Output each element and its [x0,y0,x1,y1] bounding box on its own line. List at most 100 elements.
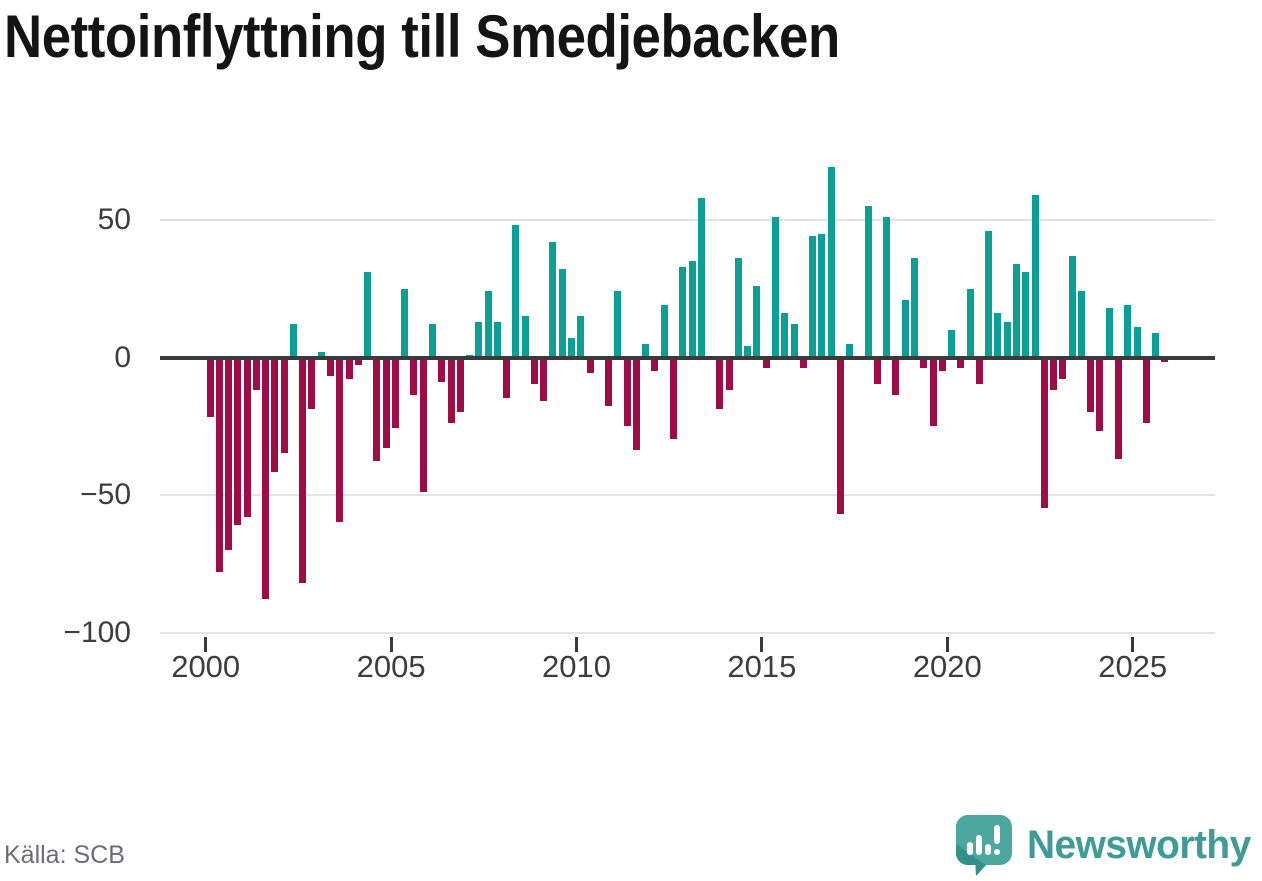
y-axis-label--50: −50 [80,478,131,512]
bar-2007-q4 [493,321,501,358]
bar-2005-q1 [391,359,399,429]
bar-2000-q1 [206,359,214,418]
bar-2020-q1 [948,329,956,358]
newsworthy-wordmark: Newsworthy [1027,823,1252,867]
bar-2021-q1 [985,230,993,358]
bar-2025-q3 [1152,332,1160,358]
bar-2002-q3 [299,359,307,583]
bar-2019-q4 [938,359,946,371]
x-axis-label-2025: 2025 [1098,649,1168,684]
bar-2023-q2 [1068,255,1076,358]
x-axis-tick-2015 [760,637,764,652]
gridline-y--50 [160,494,1215,497]
bar-2007-q3 [484,291,492,358]
x-axis-label-2000: 2000 [171,649,241,684]
bar-2014-q4 [753,285,761,358]
bar-2021-q4 [1012,263,1020,358]
bar-2001-q4 [271,359,279,473]
bar-2003-q3 [336,359,344,523]
source-caption: Källa: SCB [4,841,125,869]
bar-2014-q2 [734,258,742,358]
bar-2019-q2 [920,359,928,368]
bar-2002-q2 [289,324,297,358]
bar-2022-q2 [1031,194,1039,358]
newsworthy-logo[interactable]: Newsworthy [955,814,1258,876]
bar-2018-q4 [901,299,909,358]
chart-title: Nettoinflyttning till Smedjebacken [4,3,840,70]
bar-2020-q2 [957,359,965,368]
bar-2017-q1 [836,359,844,514]
x-axis-tick-2010 [575,637,578,652]
bar-2010-q2 [586,359,594,374]
bar-2021-q3 [1003,321,1011,358]
bar-2011-q1 [614,291,622,358]
bar-2001-q2 [252,359,260,390]
bar-2018-q3 [892,359,900,396]
bar-2022-q1 [1022,272,1030,358]
bar-2018-q2 [883,216,891,358]
bar-2025-q1 [1133,327,1141,358]
bar-2023-q4 [1087,359,1095,412]
x-axis-label-2010: 2010 [542,649,611,684]
bar-2004-q3 [373,359,381,462]
bar-2018-q1 [873,359,881,385]
bar-2004-q4 [382,359,390,448]
bar-2008-q4 [530,359,538,385]
bar-2000-q4 [234,359,242,525]
bar-2024-q2 [1105,307,1113,358]
bar-2023-q1 [1059,359,1067,379]
bar-2025-q4 [1161,359,1169,363]
bar-2012-q2 [660,305,668,358]
bar-2002-q1 [280,359,288,454]
x-axis-label-2005: 2005 [356,649,426,684]
bar-2005-q3 [410,359,418,396]
bar-2001-q3 [262,359,270,600]
gridline-y--100 [160,632,1215,634]
bar-2017-q4 [864,205,872,358]
x-axis-tick-2025 [1131,637,1135,652]
y-axis-label--100: −100 [63,616,131,649]
bar-2013-q1 [688,261,696,358]
bar-2009-q3 [558,269,566,358]
bar-2012-q1 [651,359,659,371]
bar-2013-q4 [716,359,724,410]
bar-2016-q2 [809,236,817,358]
bar-2012-q4 [679,266,687,358]
bar-2010-q1 [577,316,585,358]
bar-2011-q4 [642,343,650,358]
bar-2013-q2 [697,197,705,358]
bar-2015-q2 [771,216,779,358]
bar-2016-q1 [799,359,807,368]
bar-2006-q2 [438,359,446,382]
bar-chart: 50 0 −50 −100 2000 2005 2010 2015 2020 2025 [63,167,1215,684]
bar-2003-q1 [317,351,325,358]
x-axis-tick-2000 [204,637,208,652]
bar-2005-q4 [419,359,427,492]
bar-2015-q1 [762,359,770,368]
bar-2024-q3 [1114,359,1122,459]
bar-2004-q1 [354,359,362,365]
x-axis-tick-2005 [389,637,393,652]
bar-2022-q3 [1040,359,1048,509]
bar-2007-q2 [475,321,483,358]
x-axis-label-2020: 2020 [912,649,982,684]
bar-2011-q2 [623,359,631,426]
bar-2003-q4 [345,359,353,379]
bar-2011-q3 [632,359,640,451]
bar-2020-q3 [966,288,974,358]
bar-2002-q4 [308,359,316,410]
bar-2000-q3 [225,359,233,550]
bar-2016-q4 [827,167,835,358]
bar-2008-q1 [503,359,511,399]
bar-2009-q2 [549,241,557,358]
bar-2019-q1 [911,258,919,358]
bar-2021-q2 [994,313,1002,358]
bar-2015-q3 [781,313,789,358]
x-axis-tick-2020 [945,637,949,652]
bar-2015-q4 [790,324,798,358]
bar-2023-q3 [1077,291,1085,358]
bar-2008-q2 [512,225,520,358]
bar-2005-q2 [401,288,409,358]
bar-2022-q4 [1050,359,1058,390]
